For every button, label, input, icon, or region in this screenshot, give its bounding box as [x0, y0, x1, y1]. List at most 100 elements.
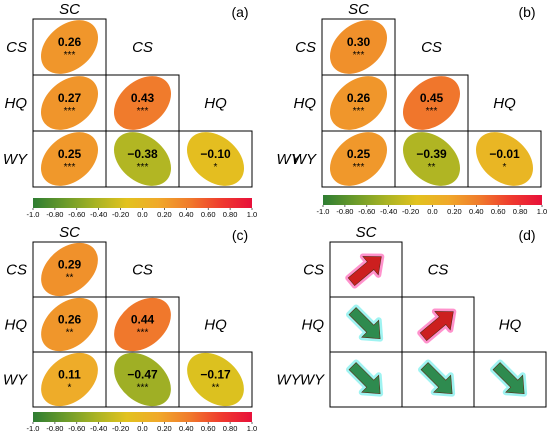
colorbar-tick-label: -1.0	[27, 210, 40, 219]
arrow-shape	[420, 362, 453, 394]
significance-stars: **	[66, 328, 74, 339]
diagonal-label-cs: CS	[132, 39, 153, 56]
colorbar-tick-label: 1.0	[247, 424, 257, 433]
row-label-wy: WY	[292, 151, 317, 168]
row-label-cs: CS	[303, 262, 324, 279]
column-label-sc: SC	[59, 224, 80, 241]
correlation-ellipse	[402, 76, 461, 130]
column-label-sc: SC	[59, 1, 80, 18]
colorbar-tick-label: 0.20	[157, 210, 172, 219]
colorbar-tick-label: -0.40	[90, 210, 107, 219]
colorbar: -1.0 -0.80 -0.60 -0.40 -0.20 0.0 0.20 0.40 0.60 0…	[27, 198, 257, 219]
colorbar-tick-label: 0.40	[469, 207, 484, 216]
colorbar-tick-label: -0.60	[68, 210, 85, 219]
significance-stars: ***	[137, 162, 149, 173]
row-label-hq: HQ	[5, 317, 28, 334]
grid-cell	[473, 351, 547, 408]
correlation-value: 0.25	[347, 147, 371, 161]
diagonal-label-cs: CS	[428, 262, 449, 279]
row-label-hq: HQ	[302, 317, 325, 334]
row-label-wy: WY	[300, 372, 325, 389]
colorbar: -1.0 -0.80 -0.60 -0.40 -0.20 0.0 0.20 0.40 0.60 0…	[317, 195, 547, 216]
correlation-value: −0.17	[200, 368, 231, 382]
significance-stars: ***	[137, 383, 149, 394]
significance-stars: **	[428, 162, 436, 173]
arrow-up-icon	[345, 253, 385, 289]
grid-cell	[178, 351, 253, 408]
correlation-ellipse	[40, 20, 99, 74]
correlation-ellipse	[40, 76, 99, 130]
correlation-value: 0.45	[420, 91, 444, 105]
arrow-shape	[348, 362, 381, 394]
significance-stars: *	[214, 162, 218, 173]
row-label-wy: WY	[3, 372, 28, 389]
correlation-ellipse	[40, 132, 99, 186]
colorbar-tick-label: -0.40	[90, 424, 107, 433]
diagonal-label-hq: HQ	[493, 95, 516, 112]
correlation-value: 0.43	[131, 91, 155, 105]
correlation-ellipse	[114, 352, 171, 407]
significance-stars: ***	[137, 106, 149, 117]
colorbar-tick-label: 0.20	[157, 424, 172, 433]
correlation-ellipse	[113, 132, 172, 186]
column-label-sc: SC	[356, 224, 377, 241]
significance-stars: ***	[353, 162, 365, 173]
arrow-down-icon	[346, 304, 384, 342]
grid-cell	[178, 130, 253, 188]
row-label-cs: CS	[295, 39, 316, 56]
correlation-ellipse	[329, 20, 388, 74]
correlation-ellipse	[41, 242, 98, 297]
significance-stars: ***	[64, 162, 76, 173]
significance-stars: *	[68, 383, 72, 394]
correlation-ellipse	[41, 352, 98, 407]
row-label-hq: HQ	[294, 95, 317, 112]
arrow-down-icon	[346, 359, 384, 397]
colorbar-tick-label: 0.0	[427, 207, 437, 216]
panel-b: SCCSCSHQHQWYWY(b)0.30***0.26***0.45***0.…	[292, 1, 547, 216]
correlation-value: −0.38	[127, 147, 158, 161]
correlation-value: 0.25	[58, 147, 82, 161]
correlation-value: 0.11	[58, 368, 81, 382]
correlation-value: 0.26	[347, 91, 371, 105]
significance-stars: ***	[137, 328, 149, 339]
row-label-hq: HQ	[5, 95, 28, 112]
correlation-value: 0.44	[131, 313, 155, 327]
panel-label: (a)	[231, 4, 248, 20]
colorbar-tick-label: 1.0	[247, 210, 257, 219]
correlation-ellipse	[41, 297, 98, 352]
correlation-value: −0.01	[489, 147, 520, 161]
correlation-value: 0.26	[58, 35, 82, 49]
column-label-sc: SC	[348, 1, 369, 18]
colorbar-tick-label: -0.40	[380, 207, 397, 216]
correlation-ellipse	[402, 132, 461, 186]
colorbar-tick-label: 0.60	[491, 207, 506, 216]
grid-cell	[467, 130, 542, 188]
colorbar-tick-label: 0.0	[137, 210, 147, 219]
significance-stars: ***	[426, 106, 438, 117]
colorbar-tick-label: 0.80	[513, 207, 528, 216]
correlation-value: 0.30	[347, 35, 371, 49]
diagonal-label-hq: HQ	[204, 95, 227, 112]
colorbar-tick-label: 0.40	[179, 210, 194, 219]
arrow-shape	[347, 256, 382, 286]
colorbar-tick-label: -0.80	[46, 424, 63, 433]
colorbar-tick-label: -0.20	[112, 210, 129, 219]
arrow-shape	[419, 311, 454, 341]
colorbar-tick-label: 0.0	[137, 424, 147, 433]
correlation-value: 0.27	[58, 91, 82, 105]
colorbar-gradient	[33, 412, 252, 422]
significance-stars: ***	[64, 106, 76, 117]
diagonal-label-hq: HQ	[499, 317, 522, 334]
colorbar-tick-label: -0.80	[46, 210, 63, 219]
panel-label: (c)	[232, 227, 248, 243]
correlation-value: −0.47	[127, 368, 158, 382]
arrow-shape	[348, 307, 381, 339]
colorbar: -1.0 -0.80 -0.60 -0.40 -0.20 0.0 0.20 0.40 0.60 0…	[27, 412, 257, 433]
correlation-ellipse	[114, 297, 171, 352]
correlation-ellipse	[113, 76, 172, 130]
significance-stars: **	[212, 383, 220, 394]
